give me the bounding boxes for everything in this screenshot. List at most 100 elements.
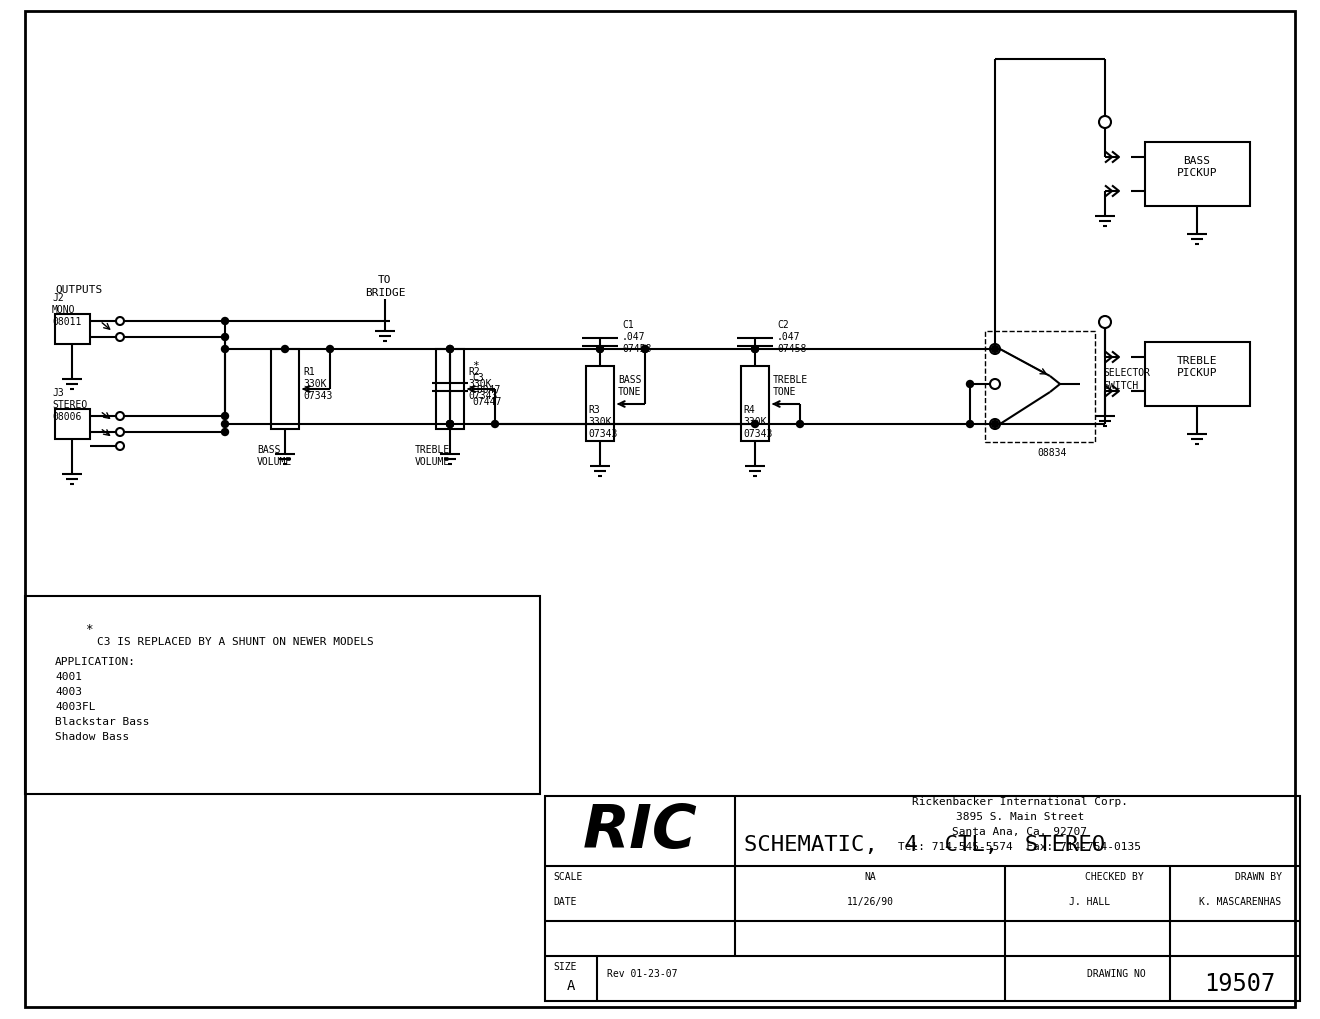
Text: NA: NA <box>865 871 876 881</box>
Bar <box>436 350 465 430</box>
Text: TREBLE: TREBLE <box>774 375 808 384</box>
Text: STEREO: STEREO <box>51 399 87 410</box>
Text: SCHEMATIC,  4  CTL,  STEREO: SCHEMATIC, 4 CTL, STEREO <box>744 835 1106 854</box>
Circle shape <box>116 429 124 436</box>
Text: BRIDGE: BRIDGE <box>364 287 405 298</box>
Text: K. MASCARENHAS: K. MASCARENHAS <box>1199 896 1282 906</box>
Text: .0047: .0047 <box>473 384 502 394</box>
Text: SCALE: SCALE <box>553 871 582 881</box>
Text: R3: R3 <box>587 405 599 415</box>
Text: 08834: 08834 <box>1038 447 1067 458</box>
Text: 4003FL: 4003FL <box>55 701 95 711</box>
Text: BASS: BASS <box>1184 156 1210 166</box>
Text: 07343: 07343 <box>743 429 772 438</box>
Text: Tel: 714-545-5574  Fax: 714-754-0135: Tel: 714-545-5574 Fax: 714-754-0135 <box>899 841 1142 851</box>
Text: .047: .047 <box>622 331 645 341</box>
Text: SELECTOR: SELECTOR <box>1104 368 1150 378</box>
Text: C3: C3 <box>473 373 483 382</box>
Bar <box>985 331 1096 442</box>
Text: C2: C2 <box>777 320 789 330</box>
Text: DATE: DATE <box>553 896 577 906</box>
Circle shape <box>446 346 454 354</box>
Circle shape <box>990 380 1001 389</box>
Text: 07343: 07343 <box>587 429 618 438</box>
Text: 07343: 07343 <box>304 390 333 400</box>
Text: J3: J3 <box>51 387 63 397</box>
Text: SWITCH: SWITCH <box>1104 381 1138 390</box>
Bar <box>1144 342 1250 407</box>
Text: 3895 S. Main Street: 3895 S. Main Street <box>956 811 1084 821</box>
Text: TONE: TONE <box>774 386 796 396</box>
Text: APPLICATION:: APPLICATION: <box>55 656 136 666</box>
Circle shape <box>446 346 454 354</box>
Text: VOLUME: VOLUME <box>257 457 292 467</box>
Bar <box>25 596 540 794</box>
Text: VOLUME: VOLUME <box>414 457 450 467</box>
Circle shape <box>446 421 454 428</box>
Circle shape <box>116 442 124 450</box>
Text: R4: R4 <box>743 405 755 415</box>
Text: R2: R2 <box>469 367 479 377</box>
Text: TO: TO <box>379 275 392 284</box>
Text: 11/26/90: 11/26/90 <box>846 896 894 906</box>
Text: CHECKED BY: CHECKED BY <box>1085 871 1143 881</box>
Bar <box>741 367 770 441</box>
Text: 330K: 330K <box>587 417 611 427</box>
Text: 330K: 330K <box>743 417 767 427</box>
Bar <box>545 796 1300 1001</box>
Text: C1: C1 <box>622 320 634 330</box>
Circle shape <box>446 421 454 428</box>
Text: 07343: 07343 <box>469 390 498 400</box>
Circle shape <box>491 421 499 428</box>
Text: 07458: 07458 <box>777 343 807 354</box>
Bar <box>586 367 614 441</box>
Text: DRAWING NO: DRAWING NO <box>1086 968 1146 978</box>
Circle shape <box>991 346 998 354</box>
Circle shape <box>796 421 804 428</box>
Circle shape <box>116 333 124 341</box>
Text: BASS: BASS <box>618 375 642 384</box>
Text: 4003: 4003 <box>55 687 82 696</box>
Circle shape <box>991 421 998 428</box>
Text: Rickenbacker International Corp.: Rickenbacker International Corp. <box>912 796 1129 806</box>
Text: .047: .047 <box>777 331 800 341</box>
Circle shape <box>116 318 124 326</box>
Text: TREBLE: TREBLE <box>1176 356 1217 366</box>
Text: OUTPUTS: OUTPUTS <box>55 284 102 294</box>
Circle shape <box>222 413 228 420</box>
Text: J. HALL: J. HALL <box>1069 896 1110 906</box>
Circle shape <box>642 346 648 354</box>
Text: BASS: BASS <box>257 444 281 454</box>
Circle shape <box>751 346 759 354</box>
Text: MONO: MONO <box>51 305 75 315</box>
Circle shape <box>597 346 603 354</box>
Circle shape <box>1100 317 1111 329</box>
Text: TONE: TONE <box>618 386 642 396</box>
Text: *: * <box>473 361 479 371</box>
Circle shape <box>990 420 1001 430</box>
Circle shape <box>222 334 228 341</box>
Circle shape <box>990 344 1001 355</box>
Bar <box>55 410 90 439</box>
Text: 4001: 4001 <box>55 672 82 682</box>
Circle shape <box>222 429 228 436</box>
Circle shape <box>446 421 454 428</box>
Text: 330K: 330K <box>304 379 326 388</box>
Text: 08006: 08006 <box>51 412 82 422</box>
Text: R1: R1 <box>304 367 314 377</box>
Text: C3 IS REPLACED BY A SHUNT ON NEWER MODELS: C3 IS REPLACED BY A SHUNT ON NEWER MODEL… <box>96 637 374 646</box>
Text: PICKUP: PICKUP <box>1176 168 1217 178</box>
Circle shape <box>751 421 759 428</box>
Circle shape <box>281 346 289 354</box>
Circle shape <box>751 346 759 354</box>
Circle shape <box>326 346 334 354</box>
Text: SIZE: SIZE <box>553 961 577 971</box>
Text: 07447: 07447 <box>473 396 502 407</box>
Text: TREBLE: TREBLE <box>414 444 450 454</box>
Text: 08011: 08011 <box>51 317 82 327</box>
Circle shape <box>116 413 124 421</box>
Bar <box>1144 143 1250 207</box>
Circle shape <box>642 346 648 354</box>
Circle shape <box>966 421 973 428</box>
Text: RIC: RIC <box>582 802 697 861</box>
